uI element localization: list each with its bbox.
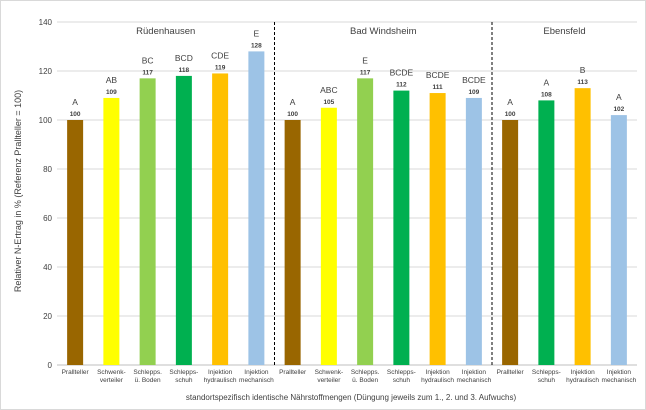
- bar: [175, 75, 192, 366]
- bar: [103, 97, 120, 365]
- category-label: Schlepps-: [169, 369, 198, 376]
- category-label: ü. Boden: [352, 377, 378, 384]
- y-tick-label: 20: [43, 312, 52, 321]
- category-label: hydraulisch: [566, 377, 599, 384]
- category-label: schuh: [393, 377, 411, 384]
- bar-value-label: 113: [577, 79, 588, 86]
- x-axis-label: standortspezifisch identische Nährstoffm…: [186, 393, 517, 402]
- category-label: mechanisch: [457, 377, 492, 384]
- bar: [139, 78, 156, 365]
- category-label: mechanisch: [239, 377, 274, 384]
- bar-value-label: 109: [106, 89, 117, 96]
- bar: [212, 73, 229, 365]
- significance-letters: CDE: [211, 50, 229, 60]
- bar: [502, 120, 519, 365]
- y-tick-label: 0: [48, 361, 53, 370]
- bar: [429, 93, 446, 366]
- category-label: Injektion: [571, 369, 596, 376]
- significance-letters: E: [362, 55, 368, 65]
- bar: [465, 97, 482, 365]
- bar-value-label: 108: [541, 91, 552, 98]
- category-label: verteiler: [100, 377, 124, 384]
- category-label: ü. Boden: [135, 377, 161, 384]
- bar: [284, 120, 301, 365]
- significance-letters: BCDE: [462, 75, 486, 85]
- bar-value-label: 100: [70, 111, 81, 118]
- y-axis-label: Relativer N-Ertrag in % (Referenz Prallt…: [13, 90, 23, 292]
- significance-letters: BCDE: [390, 68, 414, 78]
- bar-value-label: 100: [505, 111, 516, 118]
- bar: [357, 78, 374, 365]
- y-tick-label: 100: [39, 116, 53, 125]
- group-title: Rüdenhausen: [136, 26, 195, 37]
- category-label: Schwenk-: [97, 369, 126, 376]
- significance-letters: A: [72, 97, 78, 107]
- category-label: verteiler: [317, 377, 341, 384]
- bar: [320, 107, 337, 365]
- category-label: Injektion: [607, 369, 632, 376]
- category-label: Schlepps-: [532, 369, 561, 376]
- category-label: Prallteller: [62, 369, 90, 376]
- category-label: Schwenk-: [315, 369, 344, 376]
- significance-letters: BC: [142, 55, 154, 65]
- group-title: Bad Windsheim: [350, 26, 417, 37]
- significance-letters: B: [580, 65, 586, 75]
- category-label: Injektion: [244, 369, 269, 376]
- significance-letters: A: [290, 97, 296, 107]
- significance-letters: BCDE: [426, 70, 450, 80]
- category-label: mechanisch: [602, 377, 637, 384]
- category-label: Injektion: [208, 369, 233, 376]
- bar: [393, 90, 410, 365]
- category-label: hydraulisch: [204, 377, 237, 384]
- bar: [538, 100, 555, 366]
- bar-value-label: 118: [179, 67, 190, 74]
- bar: [574, 88, 591, 366]
- y-tick-label: 80: [43, 165, 52, 174]
- bar-value-label: 111: [433, 84, 444, 91]
- bar-value-label: 128: [251, 42, 262, 49]
- category-label: Schlepps.: [133, 369, 162, 376]
- significance-letters: AB: [106, 75, 118, 85]
- category-label: schuh: [538, 377, 556, 384]
- bar-value-label: 112: [396, 82, 407, 89]
- category-label: Prallteller: [497, 369, 525, 376]
- category-label: Injektion: [426, 369, 451, 376]
- category-label: Injektion: [462, 369, 487, 376]
- bar-value-label: 109: [468, 89, 479, 96]
- category-label: Schlepps.: [351, 369, 380, 376]
- bar-value-label: 119: [215, 64, 226, 71]
- bar-value-label: 105: [323, 99, 334, 106]
- bar: [248, 51, 265, 366]
- labels: 020406080100120140100APrallteller109ABSc…: [39, 18, 637, 384]
- category-label: schuh: [175, 377, 193, 384]
- bar-value-label: 100: [287, 111, 298, 118]
- bar: [610, 115, 627, 365]
- significance-letters: A: [616, 92, 622, 102]
- bar-value-label: 102: [613, 106, 624, 113]
- y-tick-label: 120: [39, 67, 53, 76]
- significance-letters: ABC: [320, 85, 337, 95]
- bar-value-label: 117: [142, 69, 153, 76]
- bars: [67, 51, 627, 366]
- significance-letters: E: [254, 28, 260, 38]
- y-tick-label: 60: [43, 214, 52, 223]
- bar-value-label: 117: [360, 69, 371, 76]
- y-tick-label: 140: [39, 18, 53, 27]
- group-separators: [274, 22, 493, 365]
- significance-letters: A: [507, 97, 513, 107]
- group-title: Ebensfeld: [543, 26, 585, 37]
- category-label: Schlepps-: [387, 369, 416, 376]
- significance-letters: BCD: [175, 53, 193, 63]
- category-label: Prallteller: [279, 369, 307, 376]
- y-tick-label: 40: [43, 263, 52, 272]
- category-label: hydraulisch: [421, 377, 454, 384]
- significance-letters: A: [544, 77, 550, 87]
- bar: [67, 120, 84, 365]
